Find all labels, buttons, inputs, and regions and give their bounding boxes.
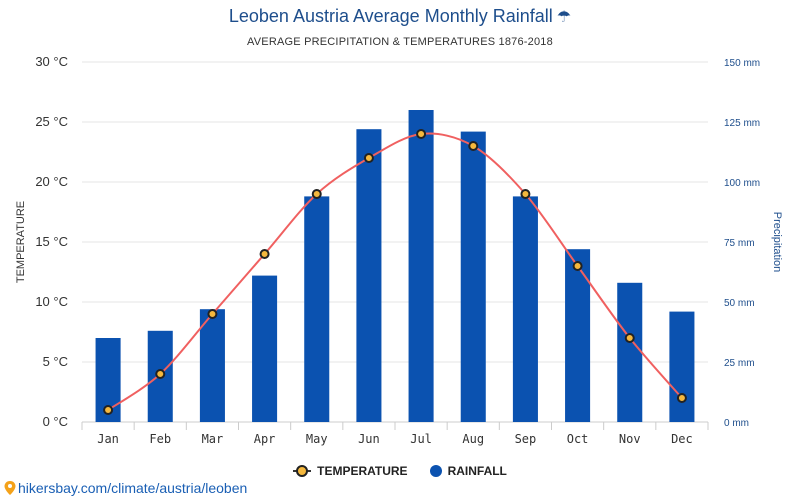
temperature-point[interactable] <box>416 129 427 139</box>
x-tick-label: Nov <box>619 432 641 446</box>
temperature-point[interactable] <box>468 141 479 151</box>
left-y-tick-label: 30 °C <box>35 54 68 69</box>
right-y-tick-label: 50 mm <box>724 298 755 309</box>
right-y-axis: 0 mm 25 mm 50 mm 75 mm 100 mm 125 mm 150 mm <box>724 58 760 429</box>
x-tick-label: Sep <box>515 432 537 446</box>
right-y-tick-label: 75 mm <box>724 238 755 249</box>
x-tick-label: Apr <box>254 432 276 446</box>
left-y-tick-label: 0 °C <box>43 414 68 429</box>
temperature-point[interactable] <box>363 153 374 163</box>
left-y-tick-label: 25 °C <box>35 114 68 129</box>
temperature-point[interactable] <box>520 189 531 199</box>
right-y-tick-label: 125 mm <box>724 118 760 129</box>
temperature-point[interactable] <box>207 309 218 319</box>
x-tick-label: Aug <box>462 432 484 446</box>
legend-temperature[interactable]: TEMPERATURE <box>293 464 408 478</box>
x-tick-label: Jul <box>410 432 432 446</box>
rainfall-bar[interactable] <box>356 129 382 422</box>
right-y-tick-label: 0 mm <box>724 418 749 429</box>
temperature-curve <box>107 132 683 411</box>
source-link[interactable]: hikersbay.com/climate/austria/leoben <box>4 480 247 496</box>
legend-temperature-label: TEMPERATURE <box>317 464 408 478</box>
rainfall-bar[interactable] <box>252 275 278 422</box>
source-text: hikersbay.com/climate/austria/leoben <box>18 480 248 496</box>
rainfall-bar[interactable] <box>565 249 591 422</box>
x-tick-label: Jun <box>358 432 380 446</box>
temperature-point[interactable] <box>259 249 270 259</box>
left-axis-title: TEMPERATURE <box>15 201 27 283</box>
location-pin-icon <box>4 481 16 495</box>
rainfall-bar[interactable] <box>669 311 695 422</box>
chart-title-text: Leoben Austria Average Monthly Rainfall <box>228 6 553 26</box>
left-y-axis: 0 °C 5 °C 10 °C 15 °C 20 °C 25 °C 30 °C <box>35 54 68 429</box>
umbrella-icon: ☂ <box>556 9 572 26</box>
legend-rainfall-label: RAINFALL <box>447 464 507 478</box>
rainfall-bar[interactable] <box>304 196 330 422</box>
x-tick-label: Jan <box>97 432 119 446</box>
temperature-point[interactable] <box>155 369 166 379</box>
x-tick-label: Mar <box>202 432 224 446</box>
circle-marker-icon <box>429 465 442 477</box>
rainfall-bar[interactable] <box>512 196 538 422</box>
temperature-point[interactable] <box>572 261 583 271</box>
rainfall-bar[interactable] <box>460 131 486 422</box>
temperature-point[interactable] <box>624 333 635 343</box>
rainfall-bar[interactable] <box>408 110 434 422</box>
temperature-point[interactable] <box>676 393 687 403</box>
right-axis-title: Precipitation <box>771 212 783 273</box>
rainfall-bar[interactable] <box>199 309 225 422</box>
rainfall-bar[interactable] <box>617 282 643 422</box>
x-tick-label: May <box>306 432 328 446</box>
temperature-point[interactable] <box>103 405 114 415</box>
temperature-line <box>103 129 687 415</box>
legend-rainfall[interactable]: RAINFALL <box>429 464 507 478</box>
x-tick-label: Feb <box>149 432 171 446</box>
rainfall-bars <box>95 110 695 422</box>
temperature-point[interactable] <box>311 189 322 199</box>
right-y-tick-label: 100 mm <box>724 178 760 189</box>
left-y-tick-label: 15 °C <box>35 234 68 249</box>
legend: TEMPERATURE RAINFALL <box>0 464 800 478</box>
left-y-tick-label: 20 °C <box>35 174 68 189</box>
line-marker-icon <box>293 465 312 477</box>
chart-title: Leoben Austria Average Monthly Rainfall ☂ <box>0 6 800 27</box>
chart-subtitle: AVERAGE PRECIPITATION & TEMPERATURES 187… <box>247 36 553 48</box>
grid-lines <box>82 61 708 423</box>
x-axis: Jan Feb Mar Apr May Jun Jul Aug Sep Oct Nov Dec <box>81 422 709 446</box>
right-y-tick-label: 150 mm <box>724 58 760 69</box>
x-tick-label: Dec <box>671 432 693 446</box>
right-y-tick-label: 25 mm <box>724 358 755 369</box>
left-y-tick-label: 5 °C <box>43 354 68 369</box>
x-tick-label: Oct <box>567 432 589 446</box>
left-y-tick-label: 10 °C <box>35 294 68 309</box>
